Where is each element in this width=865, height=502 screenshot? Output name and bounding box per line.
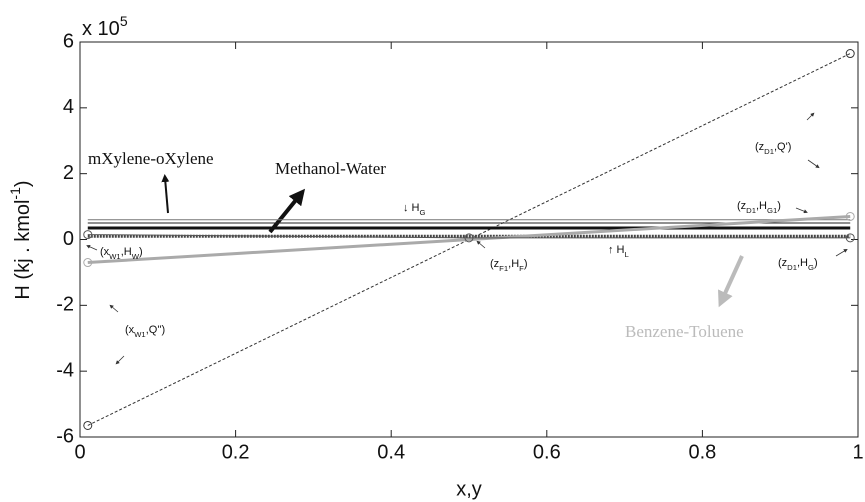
y-tick-label: 0 — [63, 228, 74, 250]
text-part: ,H — [756, 200, 767, 212]
text-part: ) — [524, 258, 528, 270]
text-part: ,H — [508, 258, 519, 270]
text-part: (z — [490, 258, 499, 270]
text-super: -1 — [7, 187, 23, 200]
x-tick-label: 0.4 — [377, 441, 405, 463]
x-tick-label: 0.8 — [688, 441, 716, 463]
y-tick-label: -2 — [56, 294, 74, 316]
y-tick-label: -6 — [56, 425, 74, 447]
series-marker — [464, 233, 474, 243]
y-axis-label: H (kj . kmol-1) — [7, 180, 35, 299]
x-tick-label: 1 — [852, 441, 863, 463]
y-tick-label: 4 — [63, 96, 74, 118]
text-sub: L — [625, 250, 630, 259]
text-part: ) — [777, 200, 781, 212]
text-part: ↓ H — [403, 202, 420, 214]
text-sub: G1 — [767, 206, 777, 215]
text-sub: G — [808, 263, 814, 272]
arrow — [268, 188, 306, 234]
annotation: (zD1,HG1) — [737, 200, 781, 215]
x-tick-label: 0.2 — [222, 441, 250, 463]
x-tick-label: 0 — [74, 441, 85, 463]
annotation: Benzene-Toluene — [625, 322, 744, 341]
text-sub: D1 — [764, 147, 774, 156]
text-sub: W1 — [134, 330, 146, 339]
annotation: ↓ HG — [403, 202, 426, 217]
text-sub: F1 — [499, 264, 508, 273]
text-part: ) — [139, 246, 143, 258]
x-tick-label: 0.6 — [533, 441, 561, 463]
arrow — [161, 174, 170, 214]
text-sub: D1 — [746, 206, 756, 215]
text-part: x 10 — [82, 18, 120, 40]
small-arrows — [86, 112, 848, 365]
x-axis-label: x,y — [456, 478, 482, 500]
y-tick-label: 2 — [63, 162, 74, 184]
text-part: ,Q'') — [146, 324, 165, 336]
text-part: (z — [778, 257, 787, 269]
text-sub: F — [519, 264, 524, 273]
series-line — [87, 234, 851, 239]
annotation: mXylene-oXylene — [88, 149, 214, 168]
series-marker — [83, 258, 93, 268]
text-sub: D1 — [787, 263, 797, 272]
text-part: ) — [814, 257, 818, 269]
text-part: ) — [12, 180, 34, 187]
text-part: ,H — [121, 246, 132, 258]
arrow — [718, 255, 744, 308]
text-part: (x — [125, 324, 135, 336]
series-marker — [845, 211, 855, 221]
annotation: (zD1,Q') — [755, 141, 791, 156]
text-sub: W — [132, 252, 140, 261]
text-part: Benzene-Toluene — [625, 322, 744, 341]
annotation: Methanol-Water — [275, 159, 386, 178]
text-part: ↑ H — [608, 244, 625, 256]
series-line — [87, 214, 851, 265]
text-part: ,H — [797, 257, 808, 269]
text-part: (z — [737, 200, 746, 212]
series-marker — [83, 420, 93, 430]
series-marker — [83, 230, 93, 240]
text-part: H (kj . kmol — [12, 200, 34, 300]
text-part: (z — [755, 141, 764, 153]
annotation: (zD1,HG) — [778, 257, 818, 272]
annotation: (zF1,HF) — [490, 258, 528, 273]
text-sub: W1 — [109, 252, 121, 261]
axis-multiplier: x 105 — [82, 13, 128, 41]
text-part: mXylene-oXylene — [88, 149, 214, 168]
series-marker — [845, 233, 855, 243]
text-part: Methanol-Water — [275, 159, 386, 178]
annotation: (xW1,Q'') — [125, 324, 165, 339]
text-super: 5 — [120, 13, 128, 29]
text-sub: G — [420, 208, 426, 217]
annotation: (xW1,HW) — [100, 246, 143, 261]
text-part: (x — [100, 246, 110, 258]
text-part: ,Q') — [774, 141, 791, 153]
annotation: ↑ HL — [608, 244, 630, 259]
y-tick-label: -4 — [56, 359, 74, 381]
y-tick-label: 6 — [63, 30, 74, 52]
series-line — [87, 53, 851, 426]
series-marker — [845, 49, 855, 59]
